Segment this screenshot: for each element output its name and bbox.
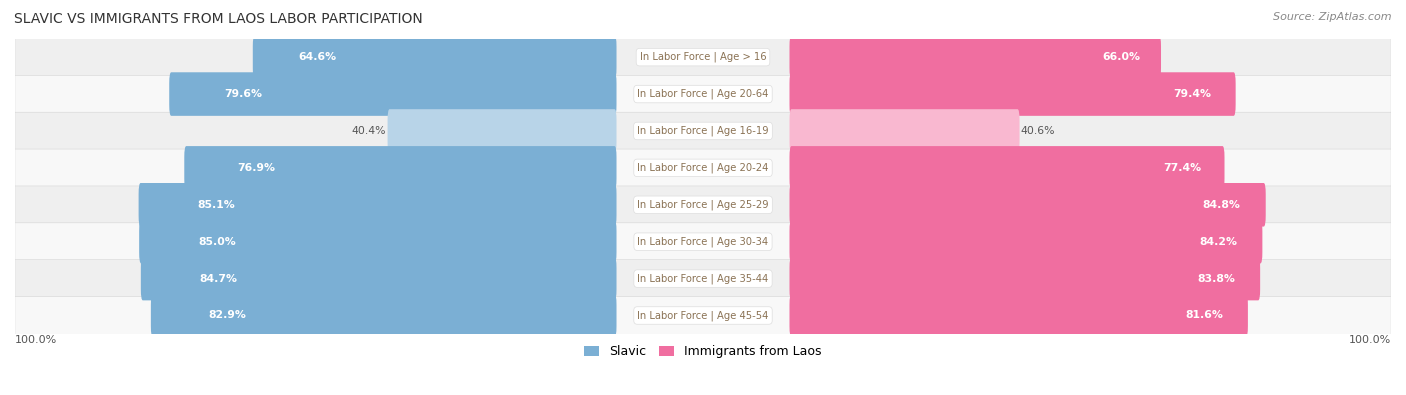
Text: 100.0%: 100.0% bbox=[15, 335, 58, 345]
FancyBboxPatch shape bbox=[141, 257, 616, 300]
Text: SLAVIC VS IMMIGRANTS FROM LAOS LABOR PARTICIPATION: SLAVIC VS IMMIGRANTS FROM LAOS LABOR PAR… bbox=[14, 12, 423, 26]
FancyBboxPatch shape bbox=[790, 294, 1249, 337]
FancyBboxPatch shape bbox=[388, 109, 616, 153]
Text: 79.4%: 79.4% bbox=[1174, 89, 1212, 99]
Text: 79.6%: 79.6% bbox=[225, 89, 263, 99]
FancyBboxPatch shape bbox=[150, 294, 616, 337]
FancyBboxPatch shape bbox=[790, 36, 1161, 79]
Text: In Labor Force | Age 25-29: In Labor Force | Age 25-29 bbox=[637, 199, 769, 210]
Text: 82.9%: 82.9% bbox=[208, 310, 246, 320]
Text: 84.7%: 84.7% bbox=[200, 274, 238, 284]
Text: 100.0%: 100.0% bbox=[1348, 335, 1391, 345]
Text: 84.8%: 84.8% bbox=[1202, 200, 1240, 210]
FancyBboxPatch shape bbox=[184, 146, 616, 190]
Text: In Labor Force | Age 30-34: In Labor Force | Age 30-34 bbox=[637, 237, 769, 247]
Text: In Labor Force | Age 20-24: In Labor Force | Age 20-24 bbox=[637, 163, 769, 173]
Text: 40.4%: 40.4% bbox=[352, 126, 387, 136]
FancyBboxPatch shape bbox=[790, 109, 1019, 153]
FancyBboxPatch shape bbox=[15, 186, 1391, 224]
FancyBboxPatch shape bbox=[15, 149, 1391, 187]
Text: In Labor Force | Age 20-64: In Labor Force | Age 20-64 bbox=[637, 89, 769, 99]
Text: Source: ZipAtlas.com: Source: ZipAtlas.com bbox=[1274, 12, 1392, 22]
Text: 81.6%: 81.6% bbox=[1185, 310, 1223, 320]
FancyBboxPatch shape bbox=[15, 112, 1391, 150]
FancyBboxPatch shape bbox=[15, 223, 1391, 261]
FancyBboxPatch shape bbox=[139, 220, 616, 263]
Text: In Labor Force | Age 45-54: In Labor Force | Age 45-54 bbox=[637, 310, 769, 321]
Text: 77.4%: 77.4% bbox=[1163, 163, 1201, 173]
FancyBboxPatch shape bbox=[790, 257, 1260, 300]
Text: 85.1%: 85.1% bbox=[197, 200, 235, 210]
FancyBboxPatch shape bbox=[15, 38, 1391, 76]
Text: 40.6%: 40.6% bbox=[1021, 126, 1056, 136]
Text: In Labor Force | Age 35-44: In Labor Force | Age 35-44 bbox=[637, 273, 769, 284]
Text: 76.9%: 76.9% bbox=[238, 163, 276, 173]
Text: In Labor Force | Age 16-19: In Labor Force | Age 16-19 bbox=[637, 126, 769, 136]
Text: In Labor Force | Age > 16: In Labor Force | Age > 16 bbox=[640, 52, 766, 62]
Text: 83.8%: 83.8% bbox=[1197, 274, 1234, 284]
FancyBboxPatch shape bbox=[169, 72, 616, 116]
Legend: Slavic, Immigrants from Laos: Slavic, Immigrants from Laos bbox=[579, 340, 827, 363]
FancyBboxPatch shape bbox=[790, 220, 1263, 263]
Text: 64.6%: 64.6% bbox=[298, 52, 336, 62]
FancyBboxPatch shape bbox=[790, 183, 1265, 227]
FancyBboxPatch shape bbox=[15, 260, 1391, 297]
FancyBboxPatch shape bbox=[790, 72, 1236, 116]
Text: 66.0%: 66.0% bbox=[1102, 52, 1140, 62]
Text: 85.0%: 85.0% bbox=[198, 237, 236, 247]
FancyBboxPatch shape bbox=[253, 36, 616, 79]
FancyBboxPatch shape bbox=[139, 183, 616, 227]
FancyBboxPatch shape bbox=[15, 297, 1391, 334]
Text: 84.2%: 84.2% bbox=[1199, 237, 1237, 247]
FancyBboxPatch shape bbox=[15, 75, 1391, 113]
FancyBboxPatch shape bbox=[790, 146, 1225, 190]
